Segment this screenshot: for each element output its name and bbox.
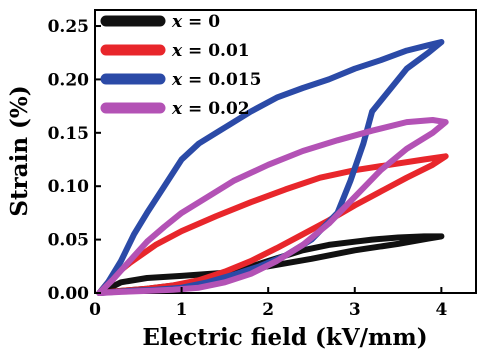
data-curves: [96, 39, 449, 296]
y-tick-label: 0.20: [48, 70, 90, 90]
series-line-3: [96, 117, 449, 296]
legend-label-2: x = 0.015: [171, 70, 261, 90]
y-tick-label: 0.15: [48, 124, 89, 144]
legend-label-1: x = 0.01: [171, 41, 250, 61]
series-line-1: [96, 153, 449, 296]
plot-frame: [94, 9, 477, 294]
x-axis-title: Electric field (kV/mm): [142, 324, 427, 351]
y-tick-label: 0.05: [48, 231, 89, 251]
x-tick-label: 1: [176, 300, 188, 320]
plot-area: 0 1 2 3 4 0.00 0.05 0.10 0.15 0.20 0.25: [48, 9, 477, 320]
x-tick-label: 2: [262, 300, 274, 320]
y-tick-label: 0.25: [48, 17, 89, 37]
y-axis-title: Strain (%): [6, 85, 33, 216]
legend-label-3: x = 0.02: [171, 99, 250, 119]
series-line-2: [96, 39, 445, 296]
y-tick-label: 0.10: [48, 177, 90, 197]
x-tick-label: 3: [349, 300, 361, 320]
y-tick-label: 0.00: [48, 284, 90, 304]
x-axis-ticks: 0 1 2 3 4: [89, 287, 447, 320]
x-tick-label: 4: [435, 300, 447, 320]
legend-label-0: x = 0: [171, 12, 220, 32]
y-axis-ticks: 0.00 0.05 0.10 0.15 0.20 0.25: [48, 17, 101, 304]
x-tick-label: 0: [89, 300, 101, 320]
legend: x = 0 x = 0.01 x = 0.015 x = 0.02: [100, 12, 261, 119]
